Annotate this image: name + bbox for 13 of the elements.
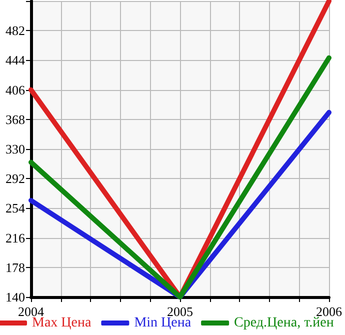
y-tick-label: 444	[6, 52, 26, 68]
y-tick-label: 330	[6, 142, 25, 156]
y-tick-label: 140	[6, 290, 25, 304]
y-tick-label: 368	[6, 112, 25, 127]
legend-label: Min Цена	[134, 316, 192, 330]
y-tick-label: 292	[6, 171, 25, 186]
y-tick-label: 406	[6, 82, 26, 98]
y-tick-label: 482	[6, 23, 25, 38]
y-tick-label: 254	[6, 200, 26, 216]
legend-label: Max Цена	[32, 316, 92, 330]
y-tick-label: 216	[6, 230, 26, 246]
legend-label: Сред.Цена, т.йен	[234, 316, 334, 330]
y-tick-label: 178	[6, 260, 25, 275]
